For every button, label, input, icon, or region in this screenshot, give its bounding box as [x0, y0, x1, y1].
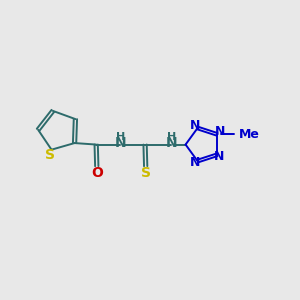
Text: N: N [189, 119, 200, 132]
Text: H: H [167, 132, 176, 142]
Text: Me: Me [239, 128, 260, 141]
Text: N: N [165, 136, 177, 150]
Text: S: S [45, 148, 55, 162]
Text: N: N [190, 156, 200, 170]
Text: N: N [214, 150, 225, 163]
Text: O: O [91, 166, 103, 180]
Text: H: H [116, 132, 125, 142]
Text: N: N [114, 136, 126, 150]
Text: S: S [141, 166, 151, 180]
Text: N: N [215, 125, 225, 138]
